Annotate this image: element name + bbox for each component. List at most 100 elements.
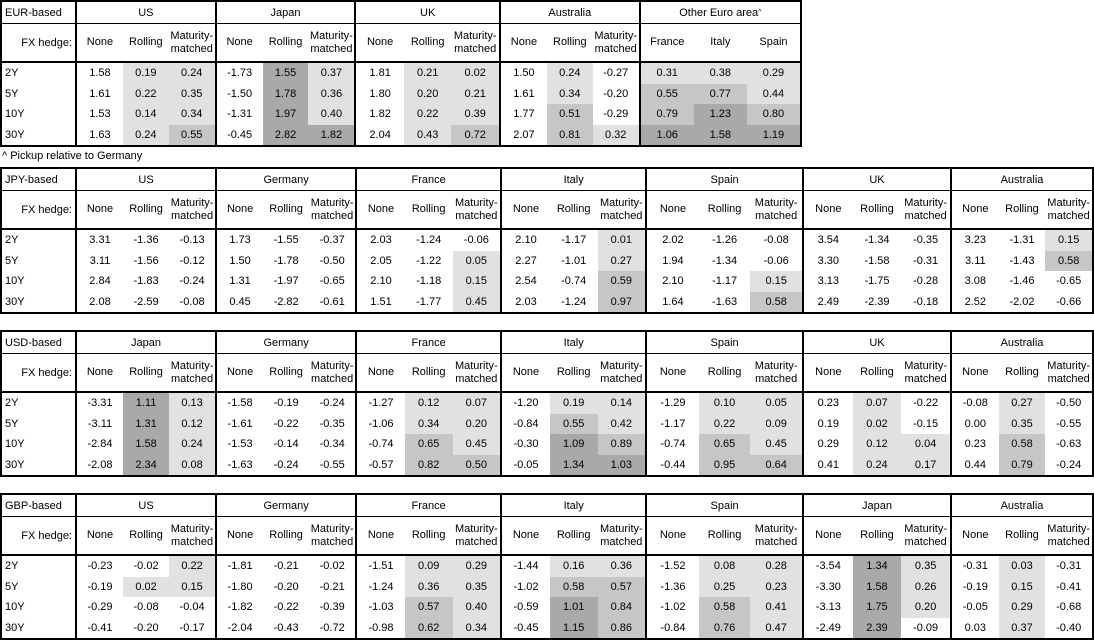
- table-eur-based: EUR-based US Japan UK Australia Other Euro ar…: [0, 0, 802, 147]
- value-cell: 0.14: [122, 104, 169, 125]
- table-row: 30Y 1.63 0.24 0.55 -0.45 2.82 1.82 2.04 0.43 0.72…: [2, 124, 800, 145]
- value-cell: 2.07: [513, 128, 535, 141]
- country-name: Japan: [270, 6, 301, 19]
- value-cell: -0.04: [179, 601, 205, 614]
- value-cell: 0.29: [817, 438, 840, 451]
- value-cell-group: 1.61 0.34 -0.20: [501, 83, 641, 104]
- column-header: Rolling: [269, 203, 303, 216]
- value-cell: -1.17: [561, 234, 587, 247]
- value-cell: -3.31: [87, 397, 113, 410]
- value-cell: 0.23: [964, 438, 987, 451]
- value-cell: -0.74: [561, 275, 587, 288]
- column-header: Maturity-matched: [170, 359, 214, 385]
- column-header: Maturity-matched: [904, 522, 948, 548]
- value-cell: 0.43: [403, 124, 452, 145]
- country-name: Spain: [710, 173, 739, 186]
- value-cell: 0.59: [597, 271, 646, 292]
- country-name: Spain: [710, 336, 739, 349]
- value-cell: 0.44: [746, 83, 800, 104]
- value-cell-group: -0.30 1.09 0.89: [502, 434, 648, 455]
- value-cell: 2.04: [369, 128, 391, 141]
- value-cell: 0.15: [750, 271, 802, 292]
- value-cell: 2.02: [662, 234, 684, 247]
- value-cell: -0.13: [179, 234, 205, 247]
- row-label: 2Y: [2, 230, 77, 251]
- value-cell: 1.11: [123, 393, 170, 414]
- value-cell-group: -2.04 -0.43 -0.72: [217, 617, 358, 638]
- fx-hedge-label: FX hedge:: [2, 517, 77, 554]
- row-label: 10Y: [2, 434, 77, 455]
- value-cell: -1.17: [712, 275, 738, 288]
- value-cell: 0.12: [169, 413, 216, 434]
- value-cell-group: -1.58 -0.19 -0.24: [217, 393, 358, 414]
- value-cell: 0.58: [698, 597, 751, 618]
- column-header-group: None Rolling Maturity-matched: [77, 191, 218, 228]
- value-cell-group: 0.23 0.58 -0.63: [952, 434, 1092, 455]
- value-cell: -0.18: [913, 295, 939, 308]
- value-cell: 0.81: [546, 124, 593, 145]
- value-cell: -0.50: [319, 254, 345, 267]
- value-cell: 0.22: [403, 104, 452, 125]
- value-cell: 0.20: [901, 597, 950, 618]
- value-cell: -1.75: [864, 275, 890, 288]
- hedge-header-row: FX hedge: None Rolling Maturity-matched None…: [2, 354, 1092, 393]
- value-cell-group: 1.94 -1.34 -0.06: [647, 250, 804, 271]
- value-cell: -1.29: [660, 397, 686, 410]
- value-cell: -1.34: [712, 254, 738, 267]
- column-header-group: None Rolling Maturity-matched: [356, 24, 501, 61]
- value-cell: 0.04: [901, 434, 950, 455]
- value-cell: 0.10: [698, 393, 751, 414]
- country-header: Australia: [952, 169, 1092, 190]
- value-cell: 0.36: [404, 576, 453, 597]
- value-cell: 0.22: [169, 556, 216, 577]
- column-header: Maturity-matched: [453, 29, 497, 55]
- column-header: Rolling: [269, 529, 303, 542]
- value-cell: -2.39: [864, 295, 890, 308]
- country-header: France: [357, 169, 503, 190]
- column-header: Maturity-matched: [454, 196, 498, 222]
- row-label: 5Y: [2, 576, 77, 597]
- fx-hedge-label: FX hedge:: [2, 191, 77, 228]
- value-cell: -1.20: [513, 397, 539, 410]
- value-cell: 1.97: [262, 104, 309, 125]
- value-cell-group: 2.54 -0.74 0.59: [502, 271, 648, 292]
- value-cell: 0.34: [546, 83, 593, 104]
- value-cell: -0.55: [319, 458, 345, 471]
- value-cell-group: -0.84 0.76 0.47: [647, 617, 804, 638]
- country-header: Italy: [502, 495, 648, 516]
- value-cell: -1.06: [368, 417, 394, 430]
- value-cell: 0.55: [168, 124, 215, 145]
- table-row: 2Y 1.58 0.19 0.24 -1.73 1.55 0.37 1.81 0.21 0.02 1…: [2, 63, 800, 84]
- country-header: US: [77, 2, 217, 23]
- column-header-group: None Rolling Maturity-matched: [357, 354, 503, 391]
- value-cell: -1.24: [561, 295, 587, 308]
- column-header-group: None Rolling Maturity-matched: [217, 517, 358, 554]
- table-row: 10Y -0.29 -0.08 -0.04 -1.82 -0.22 -0.39 -1.03 0.…: [2, 597, 1092, 618]
- column-header: None: [659, 203, 687, 216]
- value-cell: 0.35: [168, 83, 215, 104]
- column-header: Rolling: [129, 203, 163, 216]
- country-name: Spain: [710, 499, 739, 512]
- table-jpy-based: JPY-based US Germany France Italy Spain UK Aust…: [0, 167, 1094, 314]
- column-header: None: [815, 366, 842, 379]
- table-row: 10Y 2.84 -1.83 -0.24 1.31 -1.97 -0.65 2.10 -1.18…: [2, 271, 1092, 292]
- row-label: 2Y: [2, 556, 77, 577]
- value-cell: -0.20: [603, 87, 629, 100]
- column-header: Rolling: [129, 529, 163, 542]
- column-header: France: [650, 36, 685, 49]
- value-cell: 0.20: [403, 83, 452, 104]
- value-cell: -0.22: [273, 417, 299, 430]
- value-cell: 1.58: [852, 576, 902, 597]
- value-cell: 0.55: [640, 83, 694, 104]
- value-cell: -0.19: [962, 580, 988, 593]
- value-cell: -3.30: [815, 580, 841, 593]
- value-cell: 1.58: [693, 124, 747, 145]
- country-header: Japan: [804, 495, 952, 516]
- value-cell-group: 1.53 0.14 0.34: [77, 104, 217, 125]
- country-header: Germany: [217, 495, 358, 516]
- value-cell-group: -0.23 -0.02 0.22: [77, 556, 218, 577]
- value-cell: 1.03: [597, 454, 646, 475]
- value-cell: 0.24: [122, 124, 169, 145]
- value-cell-group: 2.10 -1.18 0.15: [357, 271, 503, 292]
